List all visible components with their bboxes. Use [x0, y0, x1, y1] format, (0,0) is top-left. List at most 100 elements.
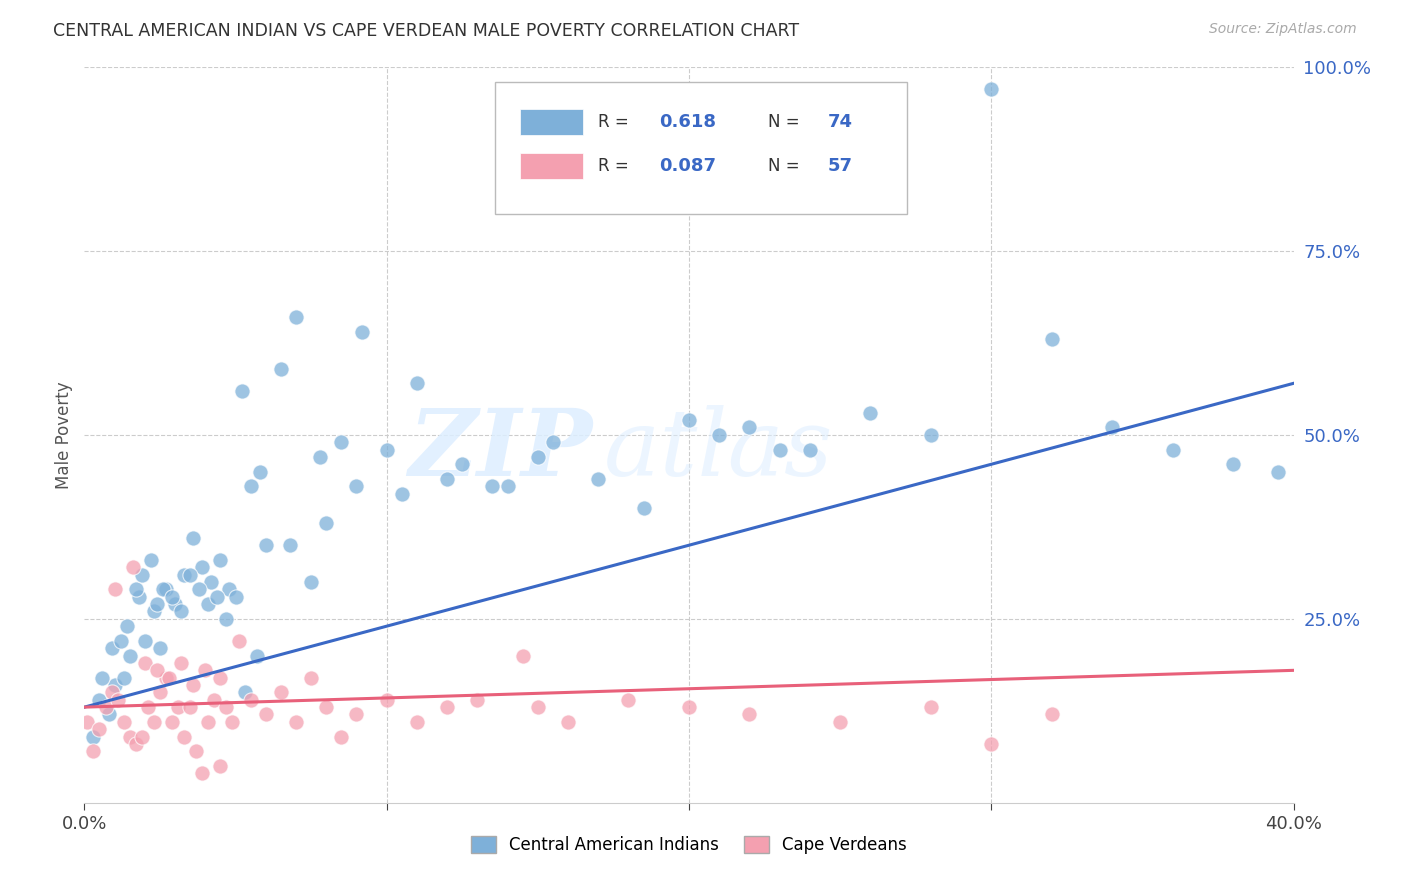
Point	[82, 744, 104, 758]
Point	[207, 590, 229, 604]
FancyBboxPatch shape	[520, 153, 582, 179]
Point	[527, 700, 550, 714]
Point	[346, 479, 368, 493]
Point	[239, 692, 262, 706]
Point	[142, 605, 165, 619]
Point	[179, 567, 201, 582]
Point	[121, 560, 143, 574]
Text: ZIP: ZIP	[408, 405, 592, 494]
Point	[160, 714, 183, 729]
Point	[769, 442, 792, 457]
Text: CENTRAL AMERICAN INDIAN VS CAPE VERDEAN MALE POVERTY CORRELATION CHART: CENTRAL AMERICAN INDIAN VS CAPE VERDEAN …	[53, 22, 800, 40]
Point	[209, 553, 232, 567]
Point	[112, 671, 135, 685]
Point	[315, 700, 337, 714]
Point	[100, 641, 122, 656]
Point	[91, 671, 114, 685]
Point	[209, 759, 232, 773]
Point	[170, 605, 193, 619]
Text: 57: 57	[828, 157, 853, 175]
Text: 74: 74	[828, 113, 853, 131]
Point	[330, 435, 353, 450]
Point	[1222, 457, 1244, 471]
Point	[375, 442, 398, 457]
Point	[352, 325, 374, 339]
Point	[82, 730, 104, 744]
Point	[557, 714, 579, 729]
Point	[155, 582, 177, 597]
Point	[125, 582, 148, 597]
Point	[200, 574, 222, 589]
Y-axis label: Male Poverty: Male Poverty	[55, 381, 73, 489]
Point	[167, 700, 190, 714]
Point	[228, 633, 250, 648]
Point	[115, 619, 138, 633]
Point	[512, 648, 534, 663]
FancyBboxPatch shape	[495, 81, 907, 214]
Point	[330, 730, 353, 744]
Point	[346, 707, 368, 722]
Point	[299, 574, 322, 589]
Point	[406, 714, 429, 729]
Point	[496, 479, 519, 493]
Point	[89, 723, 111, 737]
Point	[209, 671, 232, 685]
Point	[146, 597, 169, 611]
Point	[146, 664, 169, 678]
Point	[375, 692, 398, 706]
Point	[173, 567, 195, 582]
Point	[128, 590, 150, 604]
Text: Source: ZipAtlas.com: Source: ZipAtlas.com	[1209, 22, 1357, 37]
Point	[239, 479, 262, 493]
Point	[104, 678, 127, 692]
Point	[89, 692, 111, 706]
Point	[100, 685, 122, 699]
Point	[541, 435, 564, 450]
Point	[391, 487, 413, 501]
Point	[149, 685, 172, 699]
Point	[1040, 332, 1063, 346]
Point	[155, 671, 177, 685]
Point	[617, 692, 640, 706]
Point	[134, 656, 156, 670]
Point	[799, 442, 821, 457]
Point	[246, 648, 269, 663]
Point	[738, 707, 761, 722]
Point	[859, 406, 882, 420]
Point	[104, 582, 127, 597]
Text: R =: R =	[599, 157, 634, 175]
Point	[157, 671, 180, 685]
Point	[436, 472, 458, 486]
Point	[299, 671, 322, 685]
Text: R =: R =	[599, 113, 634, 131]
Point	[112, 714, 135, 729]
Point	[131, 567, 153, 582]
Point	[191, 766, 214, 780]
Point	[738, 420, 761, 434]
Point	[118, 648, 141, 663]
Point	[1161, 442, 1184, 457]
Point	[136, 700, 159, 714]
Point	[980, 82, 1002, 96]
Point	[118, 730, 141, 744]
Point	[107, 692, 129, 706]
Point	[527, 450, 550, 464]
Point	[197, 597, 219, 611]
Text: 0.618: 0.618	[659, 113, 716, 131]
Point	[218, 582, 240, 597]
Point	[436, 700, 458, 714]
Point	[149, 641, 172, 656]
Point	[160, 590, 183, 604]
Point	[270, 361, 292, 376]
Point	[215, 700, 238, 714]
Point	[980, 737, 1002, 751]
Text: N =: N =	[768, 157, 804, 175]
Point	[179, 700, 201, 714]
Point	[254, 707, 277, 722]
Point	[134, 633, 156, 648]
Point	[1040, 707, 1063, 722]
Point	[709, 427, 731, 442]
Point	[1267, 465, 1289, 479]
Point	[139, 553, 162, 567]
Point	[215, 612, 238, 626]
